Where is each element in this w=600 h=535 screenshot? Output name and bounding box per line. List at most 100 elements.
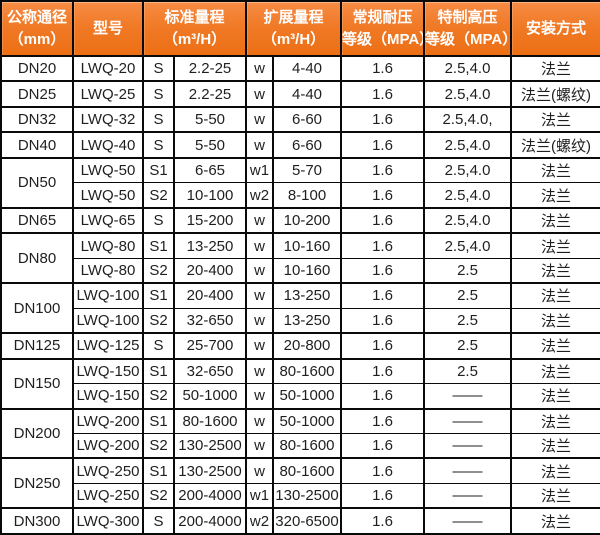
cell-standard-code: S2 xyxy=(142,182,175,209)
cell-pressure-rating: 1.6 xyxy=(340,332,425,360)
cell-high-pressure-rating: 2.5 xyxy=(423,307,512,334)
header-line: 特制高压 xyxy=(437,8,498,26)
cell-extended-code: w xyxy=(245,54,274,82)
cell-pressure-rating: 1.6 xyxy=(340,357,425,385)
cell-model: LWQ-150 xyxy=(72,383,144,410)
cell-model: LWQ-80 xyxy=(72,232,144,259)
cell-standard-code: S1 xyxy=(142,156,175,184)
cell-high-pressure-rating: 2.5,4.0 xyxy=(423,156,512,184)
cell-installation: 法兰 xyxy=(510,257,600,284)
table-row: DN50 LWQ-50 S1 6-65 w1 5-70 1.6 2.5,4.0 法兰 xyxy=(0,156,600,209)
cell-extended-code: w1 xyxy=(245,156,274,184)
header-line: （m³/H） xyxy=(162,30,227,48)
cell-nominal-diameter: DN100 xyxy=(0,282,74,334)
cell-standard-range: 5-50 xyxy=(173,131,247,159)
cell-model: LWQ-100 xyxy=(72,282,144,309)
table-row: DN65 LWQ-65 S 15-200 w 10-200 1.6 2.5,4.0 法兰 xyxy=(0,206,600,234)
cell-pressure-rating: 1.6 xyxy=(340,457,425,484)
cell-installation: 法兰 xyxy=(510,182,600,209)
cell-pressure-rating: 1.6 xyxy=(340,257,425,284)
cell-model: LWQ-200 xyxy=(72,432,144,459)
cell-extended-code: w2 xyxy=(245,507,274,535)
cell-extended-range: 13-250 xyxy=(272,307,342,334)
cell-extended-range: 320-6500 xyxy=(272,507,342,535)
table-row: DN40 LWQ-40 S 5-50 w 6-60 1.6 2.5,4.0 法兰(螺纹) xyxy=(0,131,600,159)
cell-standard-range: 25-700 xyxy=(173,332,247,360)
cell-standard-code: S1 xyxy=(142,357,175,385)
cell-model: LWQ-32 xyxy=(72,105,144,133)
cell-high-pressure-rating: 2.5,4.0 xyxy=(423,182,512,209)
cell-installation: 法兰 xyxy=(510,383,600,410)
cell-standard-range: 5-50 xyxy=(173,105,247,133)
cell-extended-code: w xyxy=(245,432,274,459)
cell-installation: 法兰 xyxy=(510,232,600,259)
table-row: DN200 LWQ-200 S1 80-1600 w 50-1000 1.6 —— 法兰 xyxy=(0,407,600,459)
cell-high-pressure-rating: —— xyxy=(423,407,512,434)
cell-installation: 法兰 xyxy=(510,482,600,509)
cell-model: LWQ-200 xyxy=(72,407,144,434)
cell-standard-code: S xyxy=(142,507,175,535)
cell-standard-range: 15-200 xyxy=(173,206,247,234)
cell-extended-code: w xyxy=(245,80,274,108)
cell-standard-range: 6-65 xyxy=(173,156,247,184)
cell-high-pressure-rating: 2.5,4.0 xyxy=(423,80,512,108)
cell-high-pressure-rating: 2.5 xyxy=(423,257,512,284)
cell-high-pressure-rating: 2.5 xyxy=(423,357,512,385)
cell-pressure-rating: 1.6 xyxy=(340,80,425,108)
cell-standard-code: S2 xyxy=(142,257,175,284)
cell-model: LWQ-25 xyxy=(72,80,144,108)
cell-model: LWQ-50 xyxy=(72,156,144,184)
table-row: LWQ-250 S2 200-4000 w1 130-2500 1.6 —— 法兰 xyxy=(1,482,600,509)
header-line: 公称通径 xyxy=(6,8,67,26)
cell-standard-code: S2 xyxy=(142,307,175,334)
cell-standard-range: 130-2500 xyxy=(173,432,247,459)
cell-standard-code: S xyxy=(142,54,175,82)
cell-extended-range: 4-40 xyxy=(272,80,342,108)
cell-standard-range: 10-100 xyxy=(173,182,247,209)
cell-installation: 法兰 xyxy=(510,457,600,484)
header-line: （mm） xyxy=(8,30,66,48)
cell-extended-range: 6-60 xyxy=(272,131,342,159)
cell-standard-range: 200-4000 xyxy=(173,482,247,509)
header-line: 型号 xyxy=(92,19,123,37)
cell-model: LWQ-80 xyxy=(72,257,144,284)
cell-nominal-diameter: DN40 xyxy=(0,131,74,159)
cell-high-pressure-rating: —— xyxy=(423,457,512,484)
cell-extended-range: 80-1600 xyxy=(272,457,342,484)
cell-extended-code: w xyxy=(245,383,274,410)
cell-extended-code: w xyxy=(245,307,274,334)
header-installation: 安装方式 xyxy=(510,0,600,57)
cell-standard-range: 50-1000 xyxy=(173,383,247,410)
cell-pressure-rating: 1.6 xyxy=(340,307,425,334)
cell-extended-code: w xyxy=(245,105,274,133)
cell-extended-code: w xyxy=(245,332,274,360)
cell-installation: 法兰 xyxy=(510,156,600,184)
cell-model: LWQ-65 xyxy=(72,206,144,234)
cell-extended-code: w xyxy=(245,232,274,259)
cell-extended-range: 5-70 xyxy=(272,156,342,184)
table-row: DN20 LWQ-20 S 2.2-25 w 4-40 1.6 2.5,4.0 法兰 xyxy=(0,54,600,82)
cell-pressure-rating: 1.6 xyxy=(340,131,425,159)
cell-installation: 法兰 xyxy=(510,407,600,434)
cell-standard-code: S2 xyxy=(142,383,175,410)
cell-pressure-rating: 1.6 xyxy=(340,507,425,535)
cell-model: LWQ-100 xyxy=(72,307,144,334)
header-pressure-rating: 常规耐压 等级（MPA） xyxy=(340,0,425,57)
cell-pressure-rating: 1.6 xyxy=(340,182,425,209)
cell-extended-range: 10-160 xyxy=(272,257,342,284)
cell-standard-code: S xyxy=(142,105,175,133)
cell-high-pressure-rating: —— xyxy=(423,482,512,509)
cell-nominal-diameter: DN65 xyxy=(0,206,74,234)
cell-extended-code: w xyxy=(245,282,274,309)
cell-installation: 法兰(螺纹) xyxy=(510,80,600,108)
cell-standard-range: 13-250 xyxy=(173,232,247,259)
header-line: 安装方式 xyxy=(525,19,586,37)
cell-installation: 法兰 xyxy=(510,507,600,535)
cell-installation: 法兰 xyxy=(510,105,600,133)
cell-extended-code: w xyxy=(245,206,274,234)
header-standard-range: 标准量程 （m³/H） xyxy=(142,0,247,57)
cell-nominal-diameter: DN125 xyxy=(0,332,74,360)
header-line: 等级（MPA） xyxy=(342,30,422,48)
cell-standard-range: 2.2-25 xyxy=(173,80,247,108)
